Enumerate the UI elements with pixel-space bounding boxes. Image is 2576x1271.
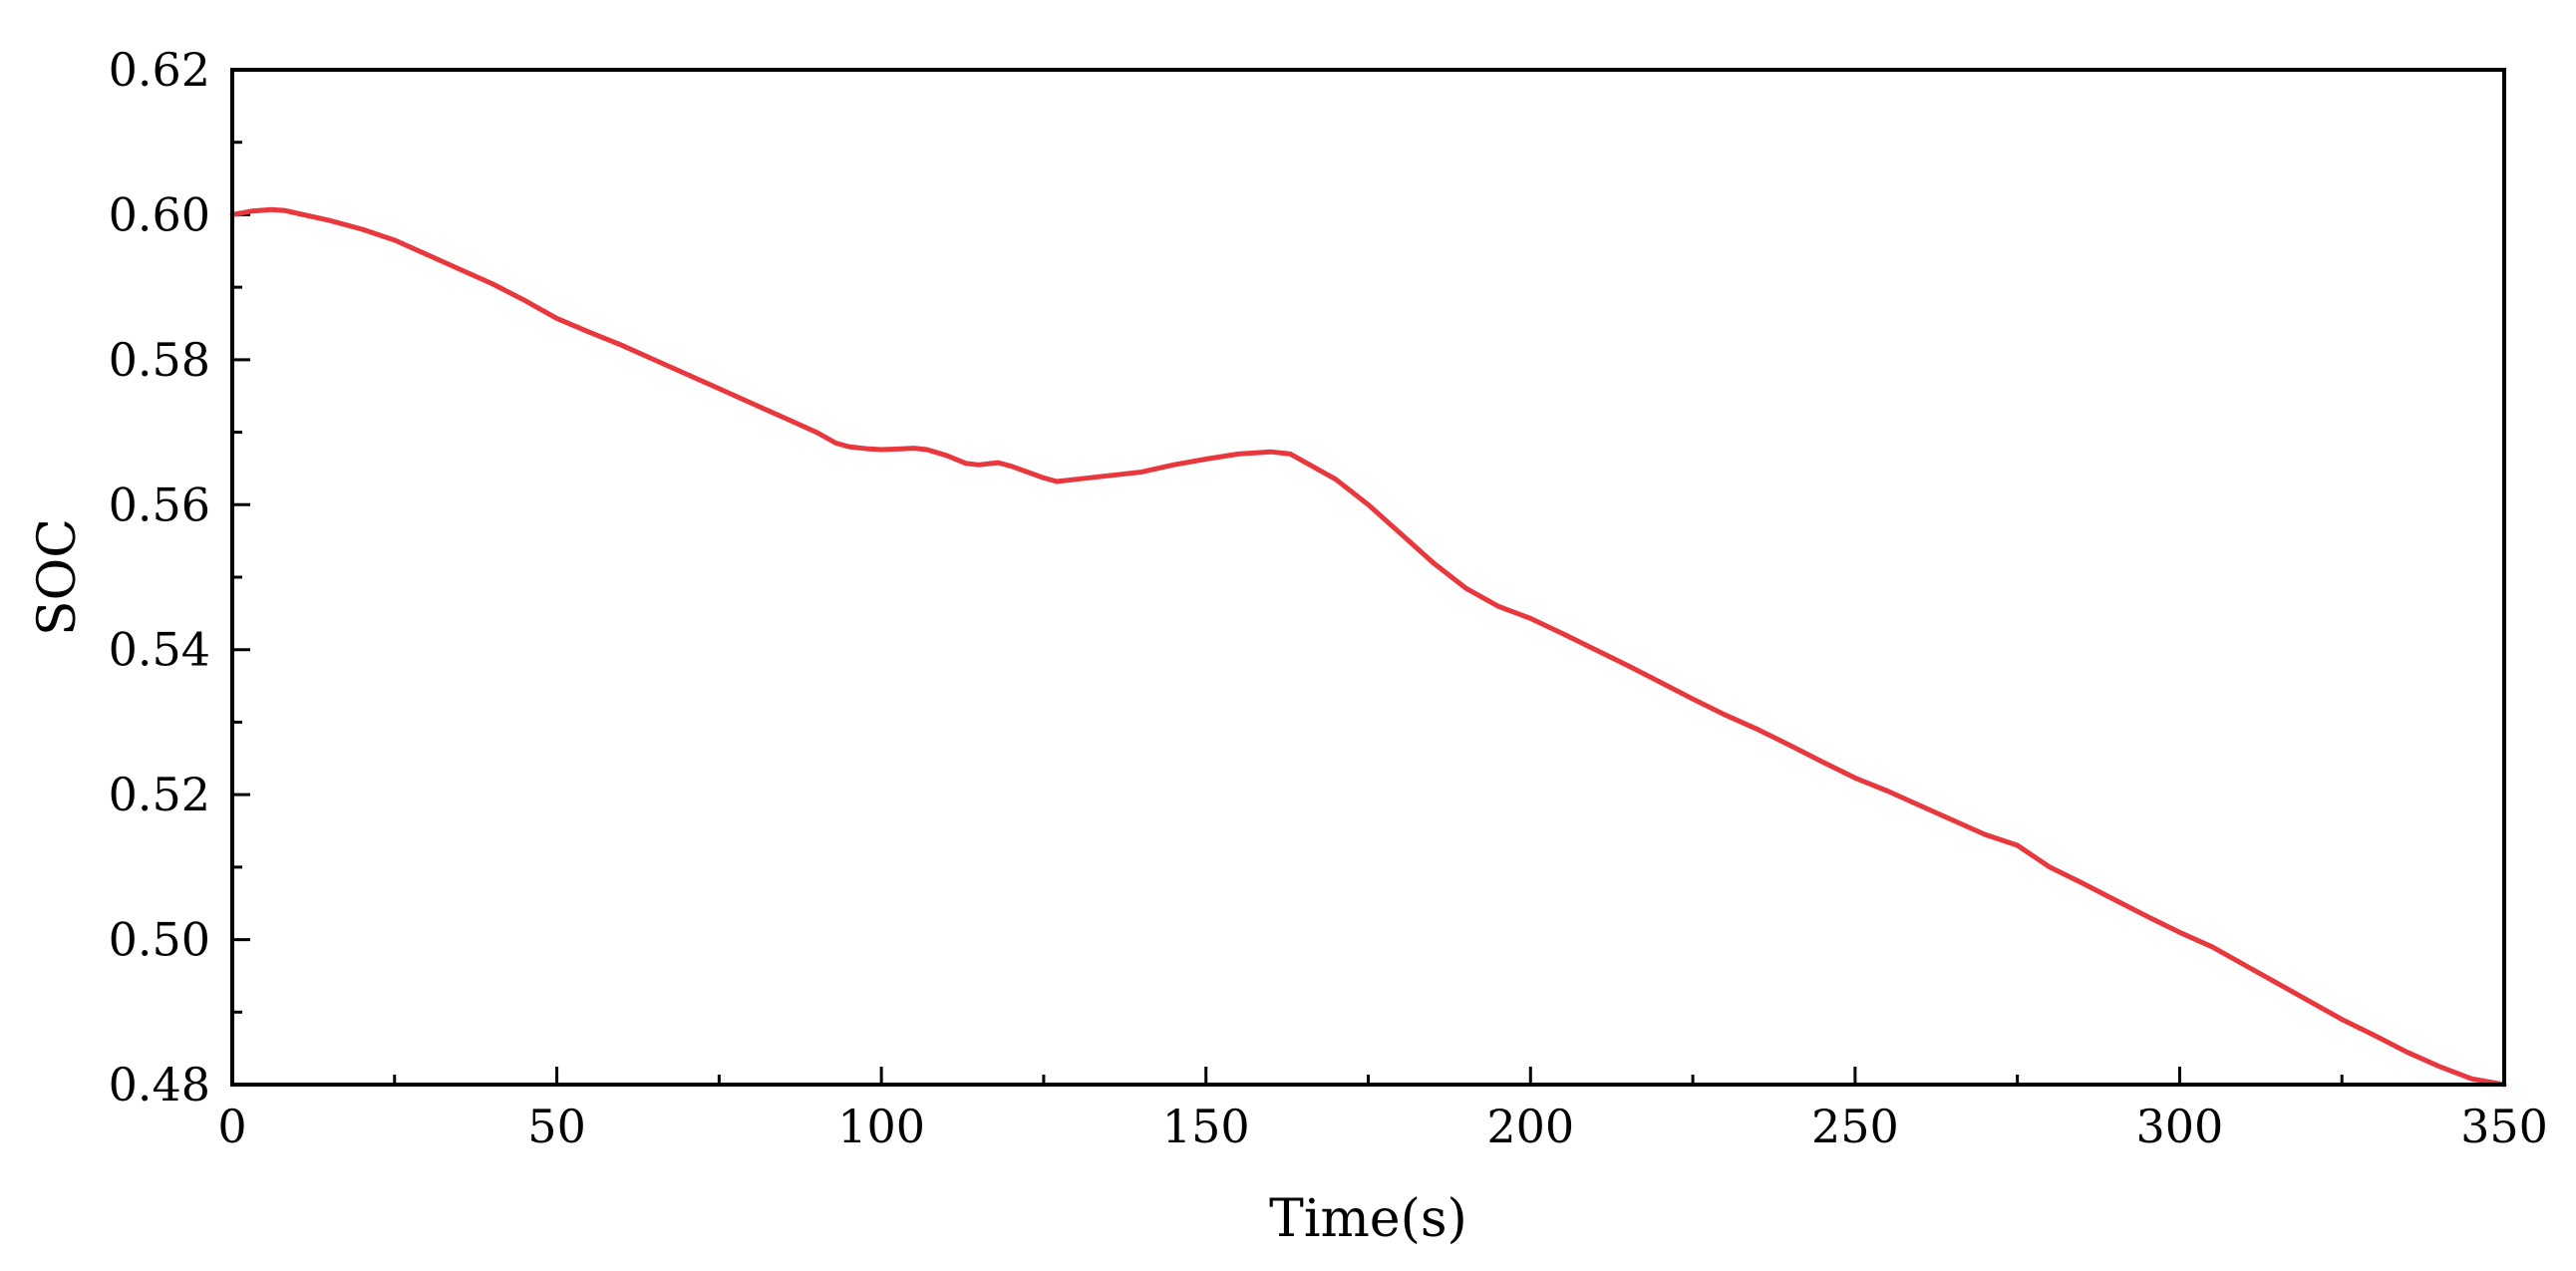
y-tick-label: 0.60 [109, 187, 210, 241]
x-tick-label: 250 [1811, 1100, 1899, 1153]
x-tick-label: 100 [837, 1100, 925, 1153]
x-tick-label: 200 [1486, 1100, 1574, 1153]
x-tick-label: 50 [527, 1100, 586, 1153]
y-axis-title: SOC [28, 518, 88, 636]
y-tick-label: 0.48 [109, 1058, 210, 1112]
x-axis-title: Time(s) [1269, 1189, 1467, 1249]
ticks-layer [230, 68, 2506, 1087]
soc-series-line [229, 206, 2507, 1088]
x-tick-label: 150 [1162, 1100, 1250, 1153]
y-tick-label: 0.62 [109, 43, 210, 97]
plot-frame [230, 68, 2506, 1087]
x-tick-label: 300 [2136, 1100, 2224, 1153]
series-layer [229, 206, 2507, 1088]
y-tick-label: 0.58 [109, 333, 210, 387]
x-tick-label: 0 [217, 1100, 246, 1153]
y-tick-label: 0.52 [109, 768, 210, 821]
labels-layer: 0 50 100 150 200 250 300 350 0.48 0.50 0.52 0.54 0.5… [109, 43, 2548, 1153]
y-tick-label: 0.54 [109, 623, 210, 677]
x-tick-label: 350 [2460, 1100, 2548, 1153]
y-tick-label: 0.50 [109, 913, 210, 967]
y-tick-label: 0.56 [109, 477, 210, 531]
